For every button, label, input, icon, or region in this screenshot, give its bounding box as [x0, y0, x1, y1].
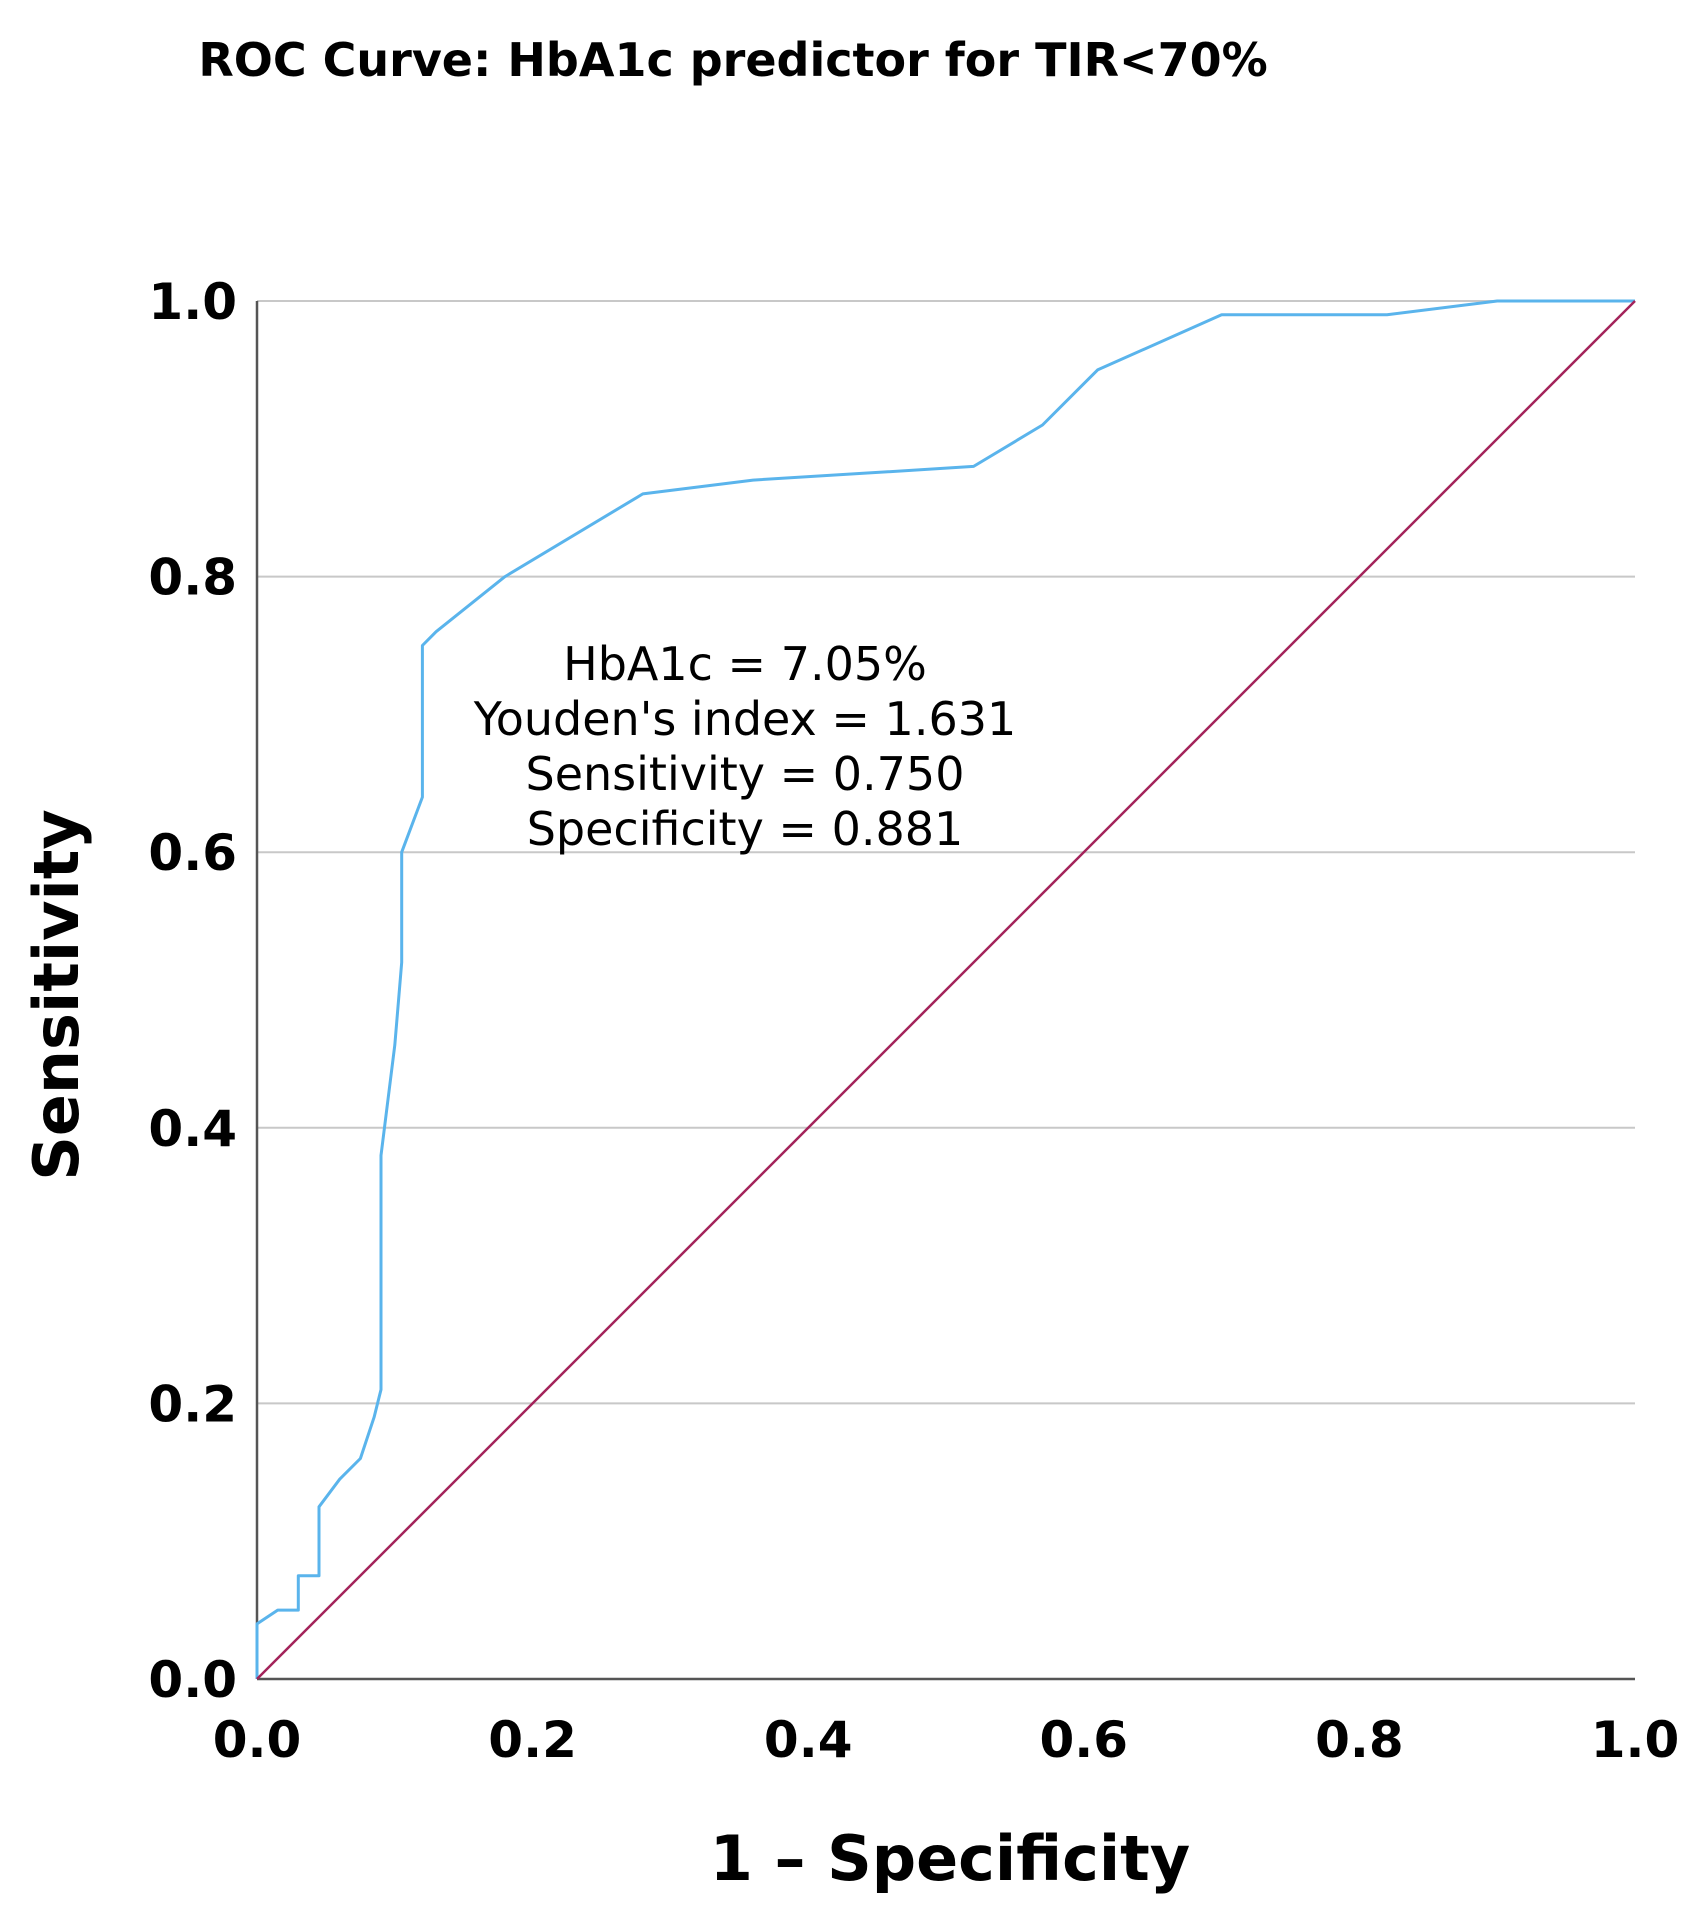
y-axis-label: Sensitivity [20, 809, 93, 1181]
x-tick-label: 0.8 [1315, 1711, 1404, 1769]
y-tick-label: 1.0 [148, 273, 237, 331]
x-axis-label: 1 – Specificity [710, 1822, 1190, 1895]
annotation-line-2: Youden's index = 1.631 [473, 692, 1017, 746]
y-tick-label: 0.2 [148, 1375, 237, 1433]
y-tick-label: 0.4 [148, 1100, 237, 1158]
x-tick-label: 1.0 [1591, 1711, 1680, 1769]
x-tick-label: 0.4 [764, 1711, 853, 1769]
y-tick-label: 0.8 [148, 549, 237, 607]
y-tick-label: 0.6 [148, 824, 237, 882]
annotation-line-4: Specificity = 0.881 [527, 802, 964, 856]
grid-lines [257, 300, 1635, 1405]
annotation-line-3: Sensitivity = 0.750 [526, 747, 965, 801]
chart-title: ROC Curve: HbA1c predictor for TIR<70% [198, 33, 1267, 87]
y-tick-labels: 0.0 0.2 0.4 0.6 0.8 1.0 [148, 273, 237, 1709]
x-tick-label: 0.6 [1040, 1711, 1129, 1769]
roc-curve-line [255, 299, 1635, 1679]
reference-diagonal-line [256, 300, 1636, 1680]
annotation-line-1: HbA1c = 7.05% [563, 637, 927, 691]
axes [255, 301, 1635, 1681]
x-tick-labels: 0.0 0.2 0.4 0.6 0.8 1.0 [213, 1711, 1680, 1769]
cutoff-annotation: HbA1c = 7.05% Youden's index = 1.631 Sen… [473, 637, 1017, 856]
x-tick-label: 0.2 [488, 1711, 577, 1769]
y-tick-label: 0.0 [148, 1651, 237, 1709]
x-tick-label: 0.0 [213, 1711, 302, 1769]
series-lines [255, 299, 1636, 1680]
